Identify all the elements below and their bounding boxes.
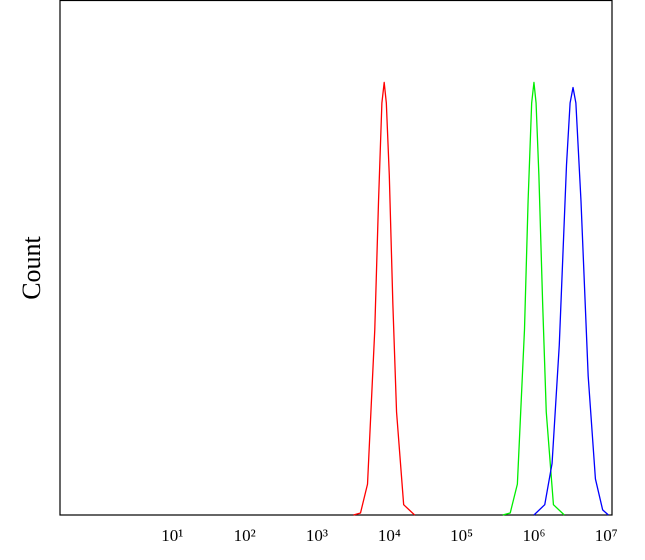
x-tick-label: 10⁷ xyxy=(595,526,618,545)
y-axis-label: Count xyxy=(17,235,46,299)
x-tick-label: 10⁵ xyxy=(450,526,473,545)
x-tick-label: 10³ xyxy=(306,526,328,545)
x-tick-label: 10⁶ xyxy=(522,526,545,545)
x-tick-label: 10⁴ xyxy=(378,526,401,545)
plot-frame xyxy=(59,0,613,516)
histogram-curve xyxy=(353,81,416,516)
x-tick-label: 10² xyxy=(234,526,256,545)
x-tick-label: 10¹ xyxy=(161,526,183,545)
histogram-curve xyxy=(533,86,609,516)
histogram-curve xyxy=(502,81,565,516)
